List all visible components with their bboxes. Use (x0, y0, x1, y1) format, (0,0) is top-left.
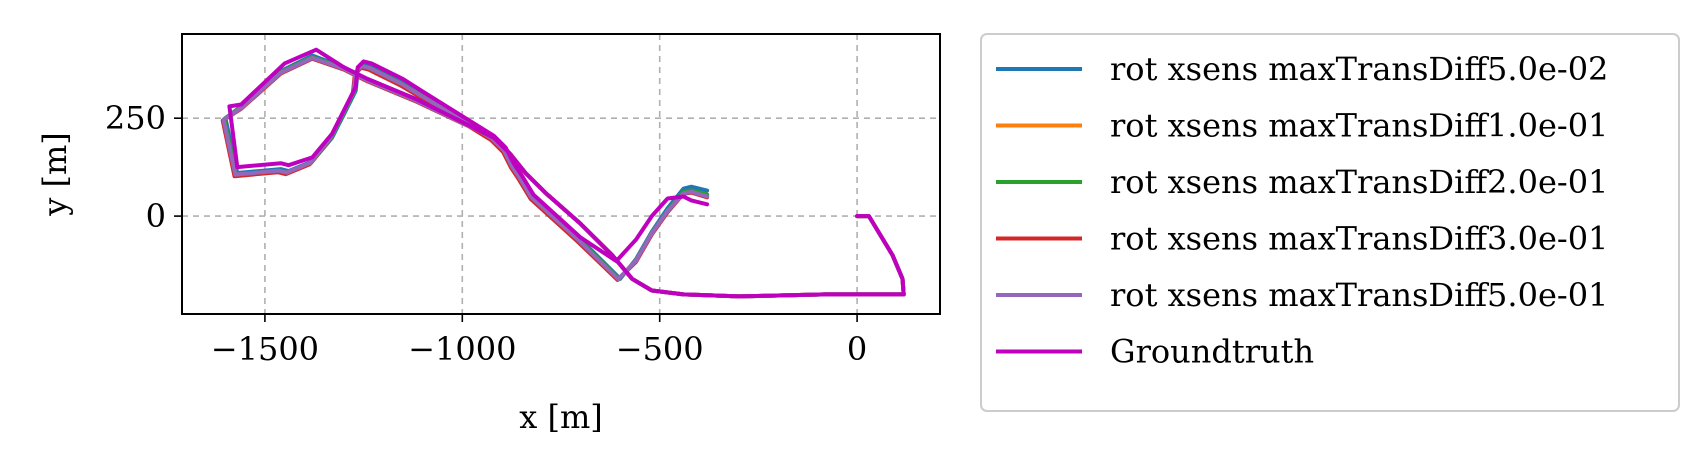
legend-label: rot xsens maxTransDiff5.0e-01 (1110, 276, 1608, 314)
plot-area: −1500 −1000 −500 0 0 250 (105, 33, 941, 368)
x-tick-label: 0 (847, 330, 867, 368)
series-lines (220, 47, 906, 299)
legend-label: rot xsens maxTransDiff1.0e-01 (1110, 107, 1608, 145)
y-tick-label: 0 (146, 197, 166, 235)
legend-label: rot xsens maxTransDiff5.0e-02 (1110, 50, 1608, 88)
legend: rot xsens maxTransDiff5.0e-02 rot xsens m… (980, 33, 1680, 412)
y-tick-label: 250 (105, 99, 166, 137)
x-tick-label: −1000 (408, 330, 516, 368)
legend-items: rot xsens maxTransDiff5.0e-02 rot xsens m… (996, 50, 1608, 371)
legend-label: rot xsens maxTransDiff2.0e-01 (1110, 163, 1608, 201)
x-tick-label: −500 (616, 330, 704, 368)
legend-frame (980, 33, 1680, 412)
series-line-6 (227, 47, 906, 299)
x-axis-label: x [m] (519, 398, 603, 436)
legend-label: rot xsens maxTransDiff3.0e-01 (1110, 220, 1608, 258)
legend-label: Groundtruth (1110, 333, 1314, 371)
x-tick-label: −1500 (211, 330, 319, 368)
axes-frame (181, 33, 941, 315)
series-layer (220, 47, 906, 299)
y-axis-label: y [m] (36, 132, 74, 217)
ticks: −1500 −1000 −500 0 0 250 (105, 99, 867, 368)
